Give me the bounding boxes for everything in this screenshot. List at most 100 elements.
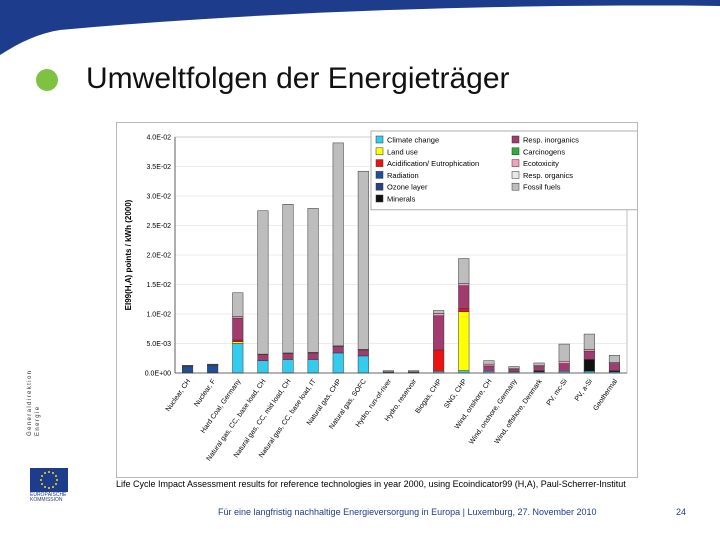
eu-flag-icon: [30, 468, 68, 492]
bar-segment: [583, 359, 595, 372]
y-tick-label: 4.0E-02: [146, 135, 171, 142]
legend-swatch: [511, 147, 520, 156]
x-category-label: Nuclear, F: [193, 378, 217, 408]
y-tick-label: 3.0E-02: [146, 194, 171, 201]
bar-segment: [583, 333, 595, 350]
bar-segment: [458, 311, 470, 371]
bar-segment: [332, 352, 344, 374]
bar-segment: [433, 313, 445, 317]
legend-swatch: [375, 171, 384, 179]
bar-segment: [332, 142, 344, 347]
legend-label: Resp. inorganics: [523, 136, 579, 145]
bar-segment: [232, 339, 244, 342]
bar-segment: [207, 363, 219, 365]
y-tick-label: 3.5E-02: [146, 164, 171, 171]
legend-label: Resp. organics: [523, 171, 573, 180]
legend-label: Acidification/ Eutrophication: [387, 159, 479, 168]
bar-segment: [433, 349, 445, 372]
legend-swatch: [511, 159, 520, 167]
bar-segment: [257, 210, 269, 355]
legend-label: Fossil fuels: [523, 183, 561, 192]
bar-segment: [232, 317, 244, 341]
legend-swatch: [375, 147, 384, 156]
legend-swatch: [511, 135, 520, 144]
bar-segment: [357, 355, 369, 374]
legend-label: Carcinogens: [523, 147, 565, 156]
bar-segment: [558, 360, 570, 364]
bar-segment: [558, 343, 570, 362]
side-department-label: Generaldirektion Energie: [26, 369, 46, 436]
eu-commission-label: EUROPÄISCHE KOMMISSION: [30, 492, 67, 503]
bar-segment: [207, 365, 219, 373]
bar-segment: [608, 363, 620, 371]
bar-segment: [282, 359, 294, 374]
legend-box: [370, 130, 637, 211]
chart-caption: Life Cycle Impact Assessment results for…: [116, 479, 626, 489]
title-bullet: [36, 69, 58, 91]
bar-segment: [232, 292, 244, 317]
stacked-bar-chart: 0.0E+00 5.0E-03 1.0E-02 1.5E-02 2.0E-02 2.5E-…: [124, 130, 637, 462]
bar-segment: [357, 349, 369, 357]
bar-segment: [458, 283, 470, 286]
bar-segment: [458, 285, 470, 309]
x-category-label: Wind, onshore, Germany: [468, 378, 519, 446]
bar-segment: [257, 354, 269, 361]
bar-segment: [307, 208, 319, 353]
bar-segment: [583, 350, 595, 360]
x-category-label: SNG, CHP: [443, 378, 468, 410]
y-tick-label: 0.0E+00: [145, 371, 171, 378]
bar-segment: [483, 365, 495, 372]
y-axis-label: EI99(H,A) points / kWh (2000): [124, 199, 133, 310]
y-tick-label: 5.0E-03: [146, 341, 171, 348]
bar-segment: [533, 366, 545, 371]
bar-segment: [232, 343, 244, 374]
bar-segment: [458, 258, 470, 284]
bar-segment: [232, 316, 244, 319]
footer-text: Für eine langfristig nachhaltige Energie…: [218, 507, 597, 517]
bar-segment: [282, 353, 294, 360]
bar-segment: [408, 370, 420, 373]
legend-label: Ozone layer: [387, 183, 428, 192]
bar-segment: [182, 366, 194, 373]
bar-segment: [307, 352, 319, 360]
bar-segment: [583, 349, 595, 352]
x-category-label: Nuclear, CH: [165, 378, 192, 413]
x-category-label: Wind, offshore, Denmark: [494, 378, 544, 446]
bar-segment: [307, 359, 319, 374]
bar-segment: [382, 370, 394, 373]
bar-segment: [608, 355, 620, 363]
bar-segment: [483, 363, 495, 367]
bar-segment: [483, 360, 495, 365]
bar-segment: [508, 366, 520, 369]
x-category-label: PV, mc-Si: [546, 378, 569, 407]
y-tick-label: 2.5E-02: [146, 223, 171, 230]
legend-label: Radiation: [387, 171, 419, 180]
page-number: 24: [676, 507, 687, 517]
bar-segment: [458, 308, 470, 312]
legend-swatch: [511, 171, 520, 179]
bar-segment: [433, 310, 445, 314]
bar-segment: [232, 341, 244, 344]
bar-segment: [433, 315, 445, 351]
bar-segment: [282, 204, 294, 354]
y-tick-label: 1.5E-02: [146, 282, 171, 289]
legend-label: Ecotoxicity: [523, 159, 559, 168]
legend-label: Minerals: [387, 195, 416, 204]
side-text-top: Generaldirektion: [27, 369, 33, 436]
chart-frame: 0.0E+00 5.0E-03 1.0E-02 1.5E-02 2.0E-02 2.5E-…: [116, 122, 638, 478]
legend-label: Climate change: [387, 136, 439, 145]
bar-segment: [257, 360, 269, 374]
y-tick-label: 2.0E-02: [146, 253, 171, 260]
bar-segment: [533, 362, 545, 366]
x-category-label: PV, a-Si: [574, 378, 594, 403]
slide-title: Umweltfolgen der Energieträger: [86, 62, 510, 95]
x-category-label: Biogas, CHP: [415, 378, 444, 415]
bar-segment: [558, 363, 570, 372]
y-tick-label: 1.0E-02: [146, 312, 171, 319]
legend-swatch: [375, 159, 384, 167]
bar-segment: [508, 369, 520, 373]
legend-label: Land use: [387, 147, 418, 156]
legend-swatch: [375, 194, 384, 203]
side-text-bottom: Energie: [35, 405, 41, 436]
legend-swatch: [375, 135, 384, 144]
